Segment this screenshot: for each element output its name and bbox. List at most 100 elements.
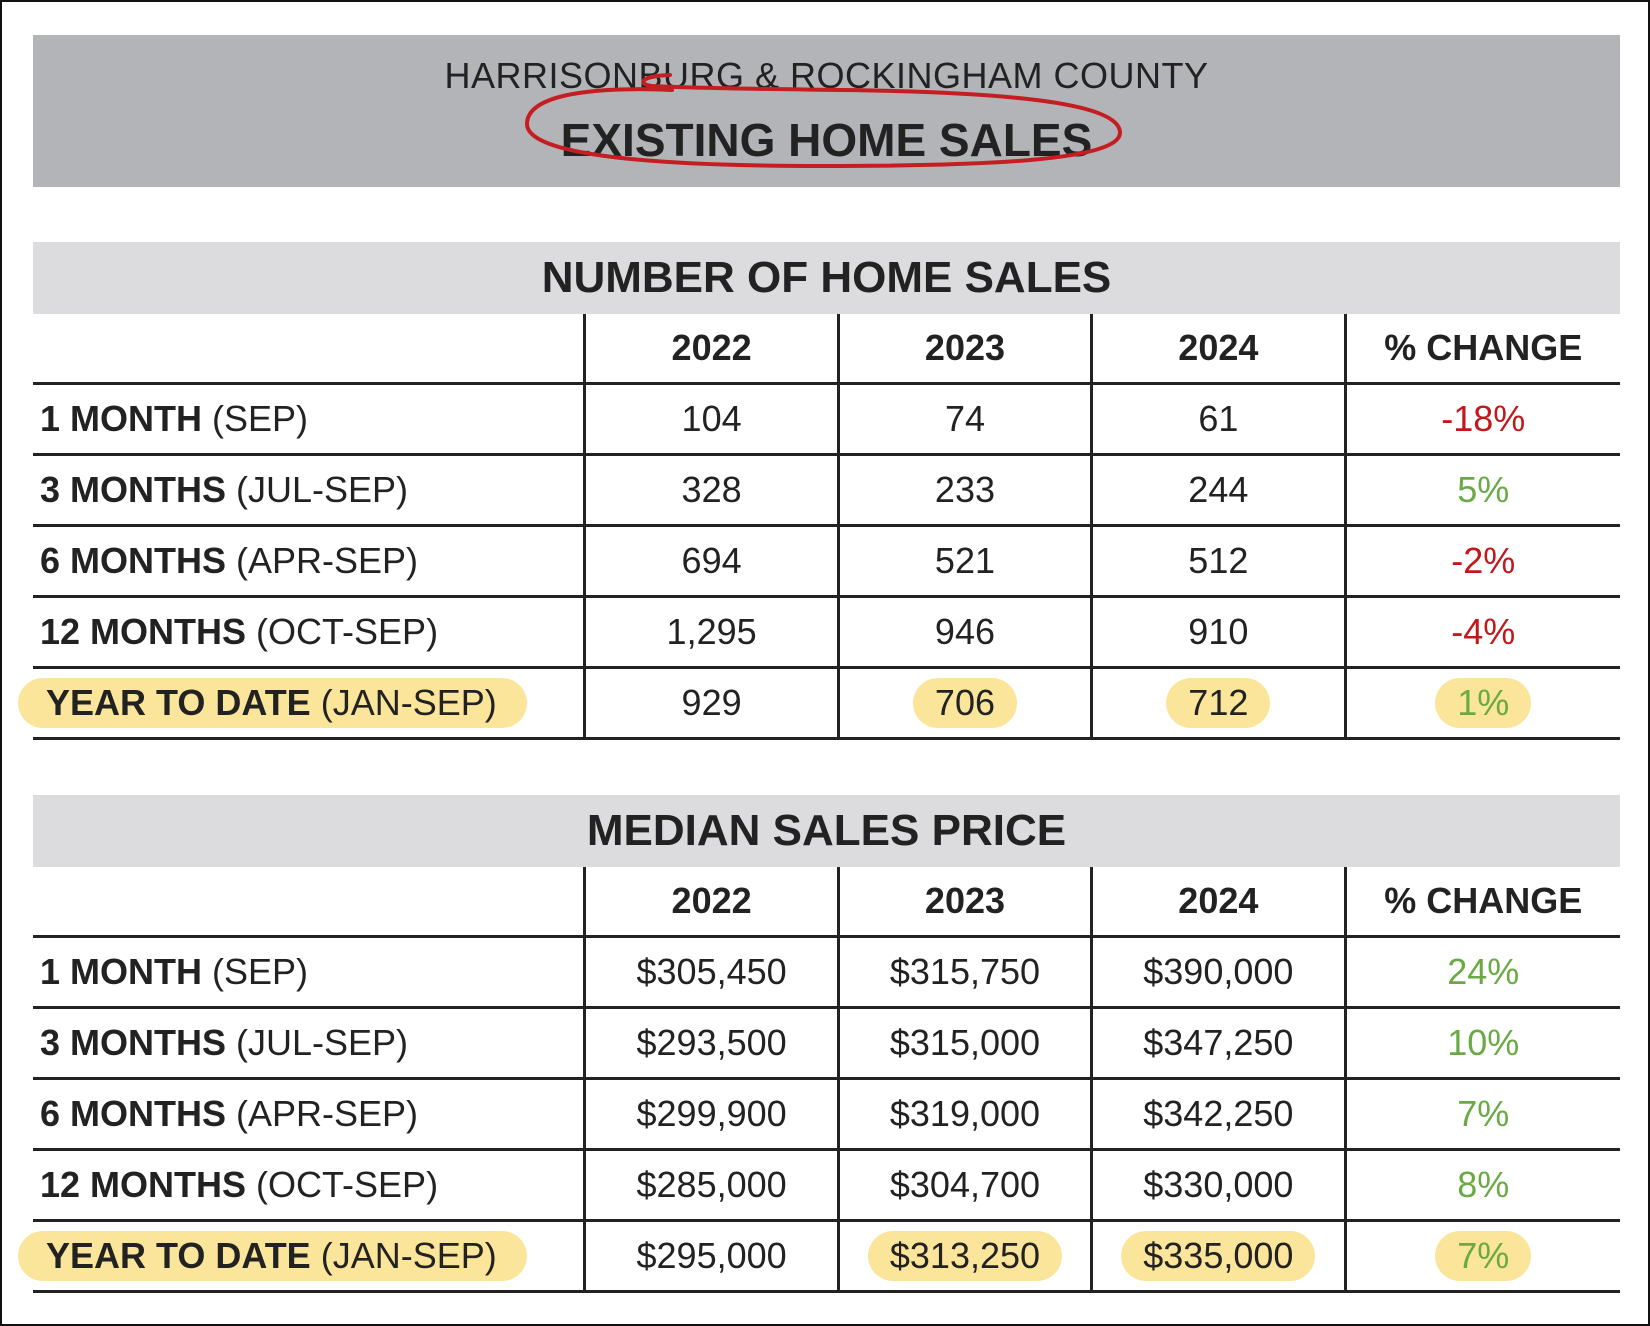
highlighted-label: YEAR TO DATE (JAN-SEP) [18, 678, 527, 728]
cell-value: 5% [1457, 469, 1510, 510]
row-label: 12 MONTHS (OCT-SEP) [33, 1149, 585, 1222]
row-label-period: 1 MONTH [40, 951, 202, 992]
row-label-period: 6 MONTHS [40, 540, 227, 581]
cell-value: $293,500 [636, 1022, 787, 1063]
report-title: EXISTING HOME SALES [560, 114, 1093, 166]
label-text: 1 MONTH (SEP) [40, 951, 308, 992]
row-label-period: 1 MONTH [40, 398, 202, 439]
row-label: 1 MONTH (SEP) [33, 936, 585, 1009]
cell-2022: $293,500 [583, 1007, 839, 1080]
section-title-number-of-sales: NUMBER OF HOME SALES [33, 242, 1620, 314]
cell-value: $390,000 [1143, 951, 1294, 992]
row-label-period: 3 MONTHS [40, 469, 227, 510]
cell-value: 61 [1198, 398, 1239, 439]
row-label: 1 MONTH (SEP) [33, 383, 585, 456]
cell-value: 1% [1435, 678, 1532, 728]
cell-value: 104 [681, 398, 742, 439]
row-label: 6 MONTHS (APR-SEP) [33, 1078, 585, 1151]
cell-2022: $305,450 [583, 936, 839, 1009]
cell-value: 24% [1447, 951, 1520, 992]
cell-2022: 104 [583, 383, 839, 456]
cell-2022: 694 [583, 525, 839, 598]
cell-2022: 328 [583, 454, 839, 527]
row-label-range: (JAN-SEP) [310, 1235, 497, 1276]
table-header-row: 2022 2023 2024% CHANGE [33, 867, 1620, 938]
cell-2024: 910 [1090, 596, 1346, 669]
cell-2023: $304,700 [836, 1149, 1092, 1222]
cell-value: 929 [681, 682, 742, 723]
label-text: 1 MONTH (SEP) [40, 398, 308, 439]
cell-change: 8% [1343, 1149, 1620, 1222]
cell-value: $335,000 [1121, 1231, 1316, 1281]
row-label-period: 3 MONTHS [40, 1022, 227, 1063]
row-label-range: (OCT-SEP) [246, 611, 439, 652]
cell-2023: $313,250 [836, 1220, 1092, 1293]
cell-value: 706 [912, 678, 1017, 728]
cell-value: 712 [1166, 678, 1271, 728]
cell-value: 694 [681, 540, 742, 581]
cell-2024: $342,250 [1090, 1078, 1346, 1151]
cell-value: $319,000 [889, 1093, 1041, 1134]
row-label: 6 MONTHS (APR-SEP) [33, 525, 585, 598]
cell-value: $330,000 [1143, 1164, 1294, 1205]
table-row: YEAR TO DATE (JAN-SEP) $295,000 $313,250 $3… [18, 1220, 1620, 1293]
hand-drawn-circle-icon [524, 73, 1123, 169]
cell-value: $285,000 [636, 1164, 787, 1205]
label-text: 6 MONTHS (APR-SEP) [40, 1093, 418, 1134]
cell-value: $315,000 [889, 1022, 1041, 1063]
cell-value: -4% [1451, 611, 1516, 652]
cell-2024: $390,000 [1090, 936, 1346, 1009]
cell-change: 24% [1343, 936, 1620, 1009]
cell-value: 244 [1188, 469, 1249, 510]
row-label-range: (SEP) [202, 951, 309, 992]
table-row: 1 MONTH (SEP) $305,450 $315,750 $390,000 24% [33, 936, 1620, 1009]
table-row: 12 MONTHS (OCT-SEP) $285,000 $304,700 $330,… [33, 1149, 1620, 1222]
header-cell-change: % CHANGE [1343, 314, 1620, 385]
label-text: 12 MONTHS (OCT-SEP) [40, 1164, 438, 1205]
header-cell-2023: 2023 [836, 867, 1092, 938]
cell-2023: 946 [836, 596, 1092, 669]
cell-2024: 61 [1090, 383, 1346, 456]
cell-2024: 244 [1090, 454, 1346, 527]
header-cell-empty [33, 867, 585, 938]
cell-value: 328 [681, 469, 742, 510]
table-row: 12 MONTHS (OCT-SEP) 1,295 946 910 -4% [33, 596, 1620, 669]
cell-value: 512 [1188, 540, 1249, 581]
label-text: 3 MONTHS (JUL-SEP) [40, 1022, 408, 1063]
table-row: 3 MONTHS (JUL-SEP) 328 233 244 5% [33, 454, 1620, 527]
table-row: 6 MONTHS (APR-SEP) 694 521 512 -2% [33, 525, 1620, 598]
label-text: 12 MONTHS (OCT-SEP) [40, 611, 438, 652]
cell-value: $313,250 [867, 1231, 1063, 1281]
table-row: 3 MONTHS (JUL-SEP) $293,500 $315,000 $347,2… [33, 1007, 1620, 1080]
cell-value: -2% [1451, 540, 1516, 581]
cell-2023: $315,750 [836, 936, 1092, 1009]
cell-2024: 512 [1090, 525, 1346, 598]
row-label-range: (JUL-SEP) [226, 469, 409, 510]
row-label-period: YEAR TO DATE [46, 1235, 311, 1276]
cell-change: -2% [1343, 525, 1620, 598]
header-cell-2022: 2022 [583, 867, 839, 938]
label-text: 3 MONTHS (JUL-SEP) [40, 469, 408, 510]
median-price-table: 2022 2023 2024% CHANGE 1 MONTH (SEP) $305,45… [18, 867, 1620, 1293]
cell-2024: $347,250 [1090, 1007, 1346, 1080]
row-label: 3 MONTHS (JUL-SEP) [33, 454, 585, 527]
cell-change: 10% [1343, 1007, 1620, 1080]
cell-2024: $330,000 [1090, 1149, 1346, 1222]
cell-value: 910 [1188, 611, 1249, 652]
header-cell-2024: 2024 [1090, 867, 1346, 938]
row-label-range: (APR-SEP) [226, 540, 419, 581]
cell-value: $305,450 [636, 951, 787, 992]
section-title-median-price: MEDIAN SALES PRICE [33, 795, 1620, 867]
cell-value: $342,250 [1143, 1093, 1294, 1134]
cell-value: $304,700 [889, 1164, 1041, 1205]
cell-change: -18% [1343, 383, 1620, 456]
cell-2022: 1,295 [583, 596, 839, 669]
cell-2023: 706 [836, 667, 1092, 740]
row-label-range: (JUL-SEP) [226, 1022, 409, 1063]
cell-value: $299,900 [636, 1093, 787, 1134]
row-label: 12 MONTHS (OCT-SEP) [33, 596, 585, 669]
cell-value: 10% [1447, 1022, 1520, 1063]
header-cell-change: % CHANGE [1343, 867, 1620, 938]
table-header-row: 2022 2023 2024% CHANGE [33, 314, 1620, 385]
cell-2022: $295,000 [583, 1220, 839, 1293]
